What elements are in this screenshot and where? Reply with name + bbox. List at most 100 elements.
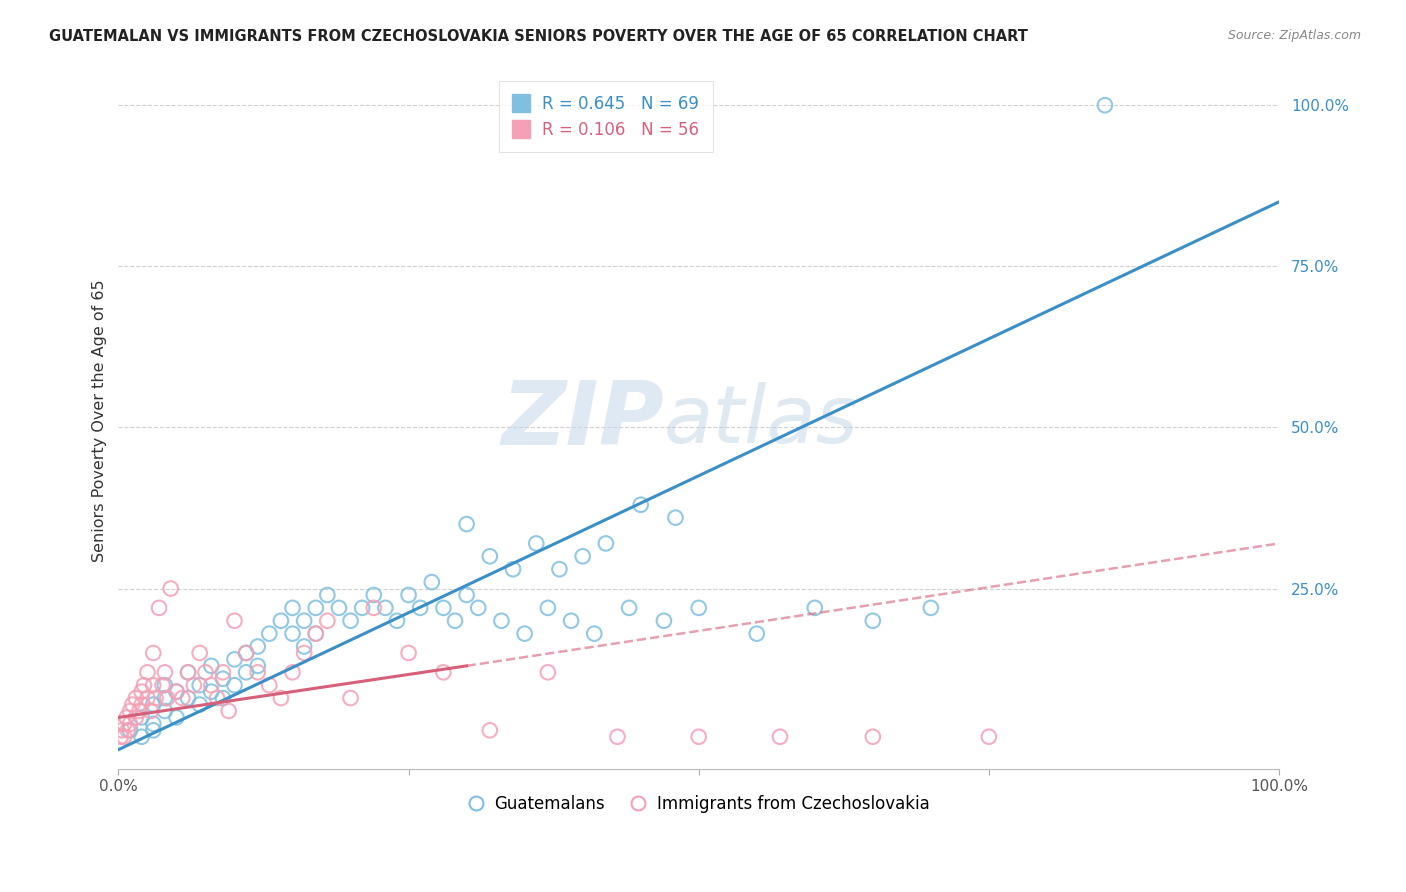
Point	[121, 698, 143, 712]
Point	[235, 665, 257, 680]
Point	[804, 600, 827, 615]
Point	[688, 730, 710, 744]
Point	[352, 600, 374, 615]
Point	[339, 614, 361, 628]
Point	[292, 614, 315, 628]
Point	[398, 588, 420, 602]
Point	[339, 691, 361, 706]
Point	[456, 517, 478, 532]
Point	[583, 626, 606, 640]
Point	[745, 626, 768, 640]
Point	[432, 665, 454, 680]
Point	[571, 549, 593, 564]
Point	[177, 665, 200, 680]
Point	[374, 600, 396, 615]
Point	[142, 646, 165, 660]
Point	[409, 600, 432, 615]
Point	[142, 698, 165, 712]
Point	[478, 549, 501, 564]
Text: Source: ZipAtlas.com: Source: ZipAtlas.com	[1227, 29, 1361, 42]
Point	[159, 582, 181, 596]
Point	[246, 665, 269, 680]
Point	[281, 665, 304, 680]
Point	[560, 614, 582, 628]
Point	[606, 730, 628, 744]
Point	[432, 600, 454, 615]
Point	[235, 646, 257, 660]
Point	[117, 723, 139, 738]
Point	[172, 691, 194, 706]
Point	[259, 678, 281, 692]
Point	[548, 562, 571, 576]
Text: GUATEMALAN VS IMMIGRANTS FROM CZECHOSLOVAKIA SENIORS POVERTY OVER THE AGE OF 65 : GUATEMALAN VS IMMIGRANTS FROM CZECHOSLOV…	[49, 29, 1028, 44]
Point	[513, 626, 536, 640]
Point	[136, 665, 159, 680]
Point	[131, 730, 153, 744]
Point	[200, 678, 222, 692]
Point	[194, 665, 217, 680]
Point	[153, 665, 176, 680]
Point	[145, 691, 167, 706]
Point	[292, 646, 315, 660]
Point	[862, 614, 884, 628]
Point	[524, 536, 547, 550]
Point	[142, 723, 165, 738]
Point	[316, 614, 339, 628]
Point	[153, 704, 176, 718]
Point	[977, 730, 1000, 744]
Point	[246, 640, 269, 654]
Point	[537, 665, 560, 680]
Point	[218, 704, 240, 718]
Point	[920, 600, 942, 615]
Point	[183, 678, 205, 692]
Point	[595, 536, 617, 550]
Point	[385, 614, 408, 628]
Point	[188, 678, 211, 692]
Point	[281, 626, 304, 640]
Legend: Guatemalans, Immigrants from Czechoslovakia: Guatemalans, Immigrants from Czechoslova…	[461, 789, 936, 820]
Point	[478, 723, 501, 738]
Point	[153, 691, 176, 706]
Point	[212, 691, 235, 706]
Point	[652, 614, 675, 628]
Point	[862, 730, 884, 744]
Point	[224, 678, 246, 692]
Point	[177, 665, 200, 680]
Point	[688, 600, 710, 615]
Point	[110, 730, 132, 744]
Point	[118, 723, 141, 738]
Point	[166, 684, 188, 698]
Point	[118, 717, 141, 731]
Point	[142, 717, 165, 731]
Text: atlas: atlas	[664, 382, 859, 460]
Point	[398, 646, 420, 660]
Point	[363, 588, 385, 602]
Point	[305, 600, 328, 615]
Point	[270, 691, 292, 706]
Point	[259, 626, 281, 640]
Point	[128, 704, 150, 718]
Point	[125, 691, 148, 706]
Point	[188, 646, 211, 660]
Point	[131, 684, 153, 698]
Point	[188, 698, 211, 712]
Point	[131, 698, 153, 712]
Y-axis label: Seniors Poverty Over the Age of 65: Seniors Poverty Over the Age of 65	[93, 280, 107, 562]
Point	[491, 614, 513, 628]
Point	[200, 684, 222, 698]
Point	[281, 600, 304, 615]
Point	[305, 626, 328, 640]
Point	[132, 678, 155, 692]
Point	[112, 730, 135, 744]
Point	[152, 678, 174, 692]
Point	[537, 600, 560, 615]
Point	[153, 678, 176, 692]
Point	[115, 710, 138, 724]
Point	[456, 588, 478, 602]
Point	[246, 658, 269, 673]
Point	[212, 672, 235, 686]
Point	[224, 652, 246, 666]
Point	[131, 710, 153, 724]
Point	[200, 658, 222, 673]
Point	[630, 498, 652, 512]
